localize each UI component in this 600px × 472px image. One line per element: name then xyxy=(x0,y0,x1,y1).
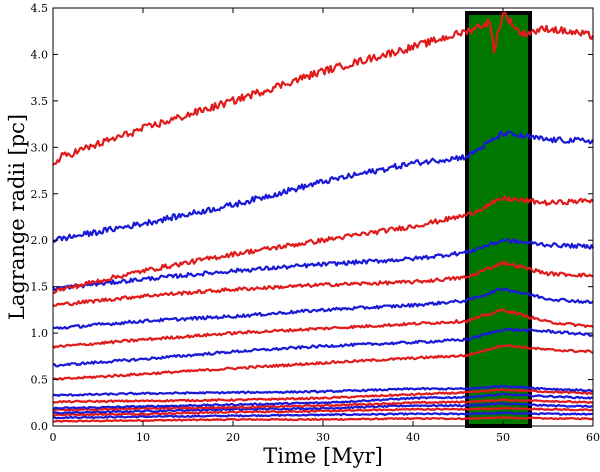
x-tick-label: 50 xyxy=(496,431,510,444)
x-tick-label: 20 xyxy=(226,431,240,444)
series-line-r13 xyxy=(52,260,594,307)
y-tick-label: 3.0 xyxy=(31,141,49,154)
series-line-r7 xyxy=(52,388,594,404)
y-tick-label: 1.0 xyxy=(31,327,49,340)
series-layer xyxy=(51,11,595,423)
y-tick-label: 0.0 xyxy=(31,420,49,433)
highlight-band-layer xyxy=(465,11,532,428)
y-tick-label: 2.0 xyxy=(31,234,49,247)
tick-layer: 0 10 20 30 40 50 60 0.0 0.5 1.0 1.5 2.0 2.5 3.0 3.5 4.0… xyxy=(31,2,600,444)
highlight-band xyxy=(465,11,532,428)
series-line-r6 xyxy=(52,392,593,410)
series-line-r4 xyxy=(52,402,594,415)
y-tick-label: 3.5 xyxy=(31,95,49,108)
x-tick-label: 0 xyxy=(50,431,57,444)
x-tick-label: 10 xyxy=(136,431,150,444)
y-tick-label: 2.5 xyxy=(31,188,49,201)
y-tick-label: 0.5 xyxy=(31,374,49,387)
series-line-r3 xyxy=(52,406,594,417)
series-line-r14 xyxy=(51,238,594,292)
series-line-r15 xyxy=(52,195,594,295)
x-tick-label: 30 xyxy=(316,431,330,444)
x-tick-label: 40 xyxy=(406,431,420,444)
y-tick-label: 4.5 xyxy=(31,2,49,15)
series-line-r5 xyxy=(52,398,594,412)
y-axis-label: Lagrange radii [pc] xyxy=(5,114,29,320)
x-tick-label: 60 xyxy=(586,431,600,444)
series-line-r12 xyxy=(52,287,594,330)
y-tick-label: 4.0 xyxy=(31,48,49,61)
y-tick-label: 1.5 xyxy=(31,281,49,294)
series-line-r11 xyxy=(52,308,594,349)
series-line-r16 xyxy=(52,130,594,243)
x-axis-label: Time [Myr] xyxy=(263,444,383,468)
series-line-r9 xyxy=(52,344,594,381)
series-line-r2 xyxy=(52,411,594,420)
series-line-r1 xyxy=(52,416,594,423)
series-line-r8 xyxy=(52,384,594,397)
series-line-r10 xyxy=(52,327,594,368)
